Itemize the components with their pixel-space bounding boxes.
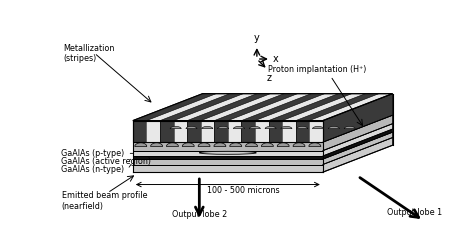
Polygon shape <box>214 143 226 146</box>
Polygon shape <box>344 126 355 129</box>
Polygon shape <box>328 126 339 129</box>
Polygon shape <box>186 126 197 129</box>
Polygon shape <box>173 121 187 142</box>
Text: y: y <box>254 33 260 43</box>
Polygon shape <box>296 94 379 121</box>
Polygon shape <box>282 121 296 142</box>
Polygon shape <box>201 121 214 142</box>
Polygon shape <box>309 143 321 146</box>
Polygon shape <box>218 126 228 129</box>
Polygon shape <box>309 121 323 142</box>
Text: GaAlAs (p-type): GaAlAs (p-type) <box>61 149 124 158</box>
Polygon shape <box>133 164 323 172</box>
Polygon shape <box>228 121 241 142</box>
Polygon shape <box>241 94 325 121</box>
Text: GaAlAs (active region): GaAlAs (active region) <box>61 157 151 166</box>
Polygon shape <box>230 143 242 146</box>
Polygon shape <box>133 121 146 142</box>
Polygon shape <box>133 156 323 159</box>
Polygon shape <box>187 121 201 142</box>
Polygon shape <box>293 143 305 146</box>
Polygon shape <box>261 143 273 146</box>
Text: Output lobe 2: Output lobe 2 <box>172 210 227 219</box>
Polygon shape <box>249 126 260 129</box>
Polygon shape <box>323 138 392 172</box>
Polygon shape <box>198 143 210 146</box>
Polygon shape <box>151 143 163 146</box>
Text: x: x <box>273 54 279 64</box>
Polygon shape <box>297 126 308 129</box>
Polygon shape <box>268 94 352 121</box>
Ellipse shape <box>200 151 256 154</box>
Polygon shape <box>133 94 216 121</box>
Text: Proton implantation (H⁺): Proton implantation (H⁺) <box>268 65 367 74</box>
Polygon shape <box>160 121 173 142</box>
Polygon shape <box>296 121 309 142</box>
Polygon shape <box>281 126 292 129</box>
Polygon shape <box>202 126 213 129</box>
Polygon shape <box>135 143 147 146</box>
Text: z: z <box>267 73 272 83</box>
Polygon shape <box>255 121 268 142</box>
Polygon shape <box>146 121 160 142</box>
Polygon shape <box>268 121 282 142</box>
Polygon shape <box>246 143 257 146</box>
Polygon shape <box>170 126 181 129</box>
Polygon shape <box>160 94 243 121</box>
Text: 100 - 500 microns: 100 - 500 microns <box>207 186 280 195</box>
Text: Metallization
(stripes): Metallization (stripes) <box>63 44 115 63</box>
Polygon shape <box>323 132 392 164</box>
Polygon shape <box>312 126 324 129</box>
Polygon shape <box>166 143 178 146</box>
Polygon shape <box>187 94 271 121</box>
Polygon shape <box>233 126 245 129</box>
Polygon shape <box>133 151 323 156</box>
Polygon shape <box>323 124 392 156</box>
Polygon shape <box>133 94 392 121</box>
Polygon shape <box>323 129 392 159</box>
Text: GaAlAs (n-type): GaAlAs (n-type) <box>61 165 124 174</box>
Polygon shape <box>323 115 392 151</box>
Polygon shape <box>214 94 298 121</box>
Polygon shape <box>133 142 323 151</box>
Polygon shape <box>323 94 392 142</box>
Polygon shape <box>265 126 276 129</box>
Polygon shape <box>214 121 228 142</box>
Text: Output lobe 1: Output lobe 1 <box>387 208 442 217</box>
Polygon shape <box>241 121 255 142</box>
Text: Emitted beam profile
(nearfield): Emitted beam profile (nearfield) <box>62 191 147 211</box>
Polygon shape <box>182 143 194 146</box>
Polygon shape <box>277 143 289 146</box>
Polygon shape <box>133 159 323 164</box>
